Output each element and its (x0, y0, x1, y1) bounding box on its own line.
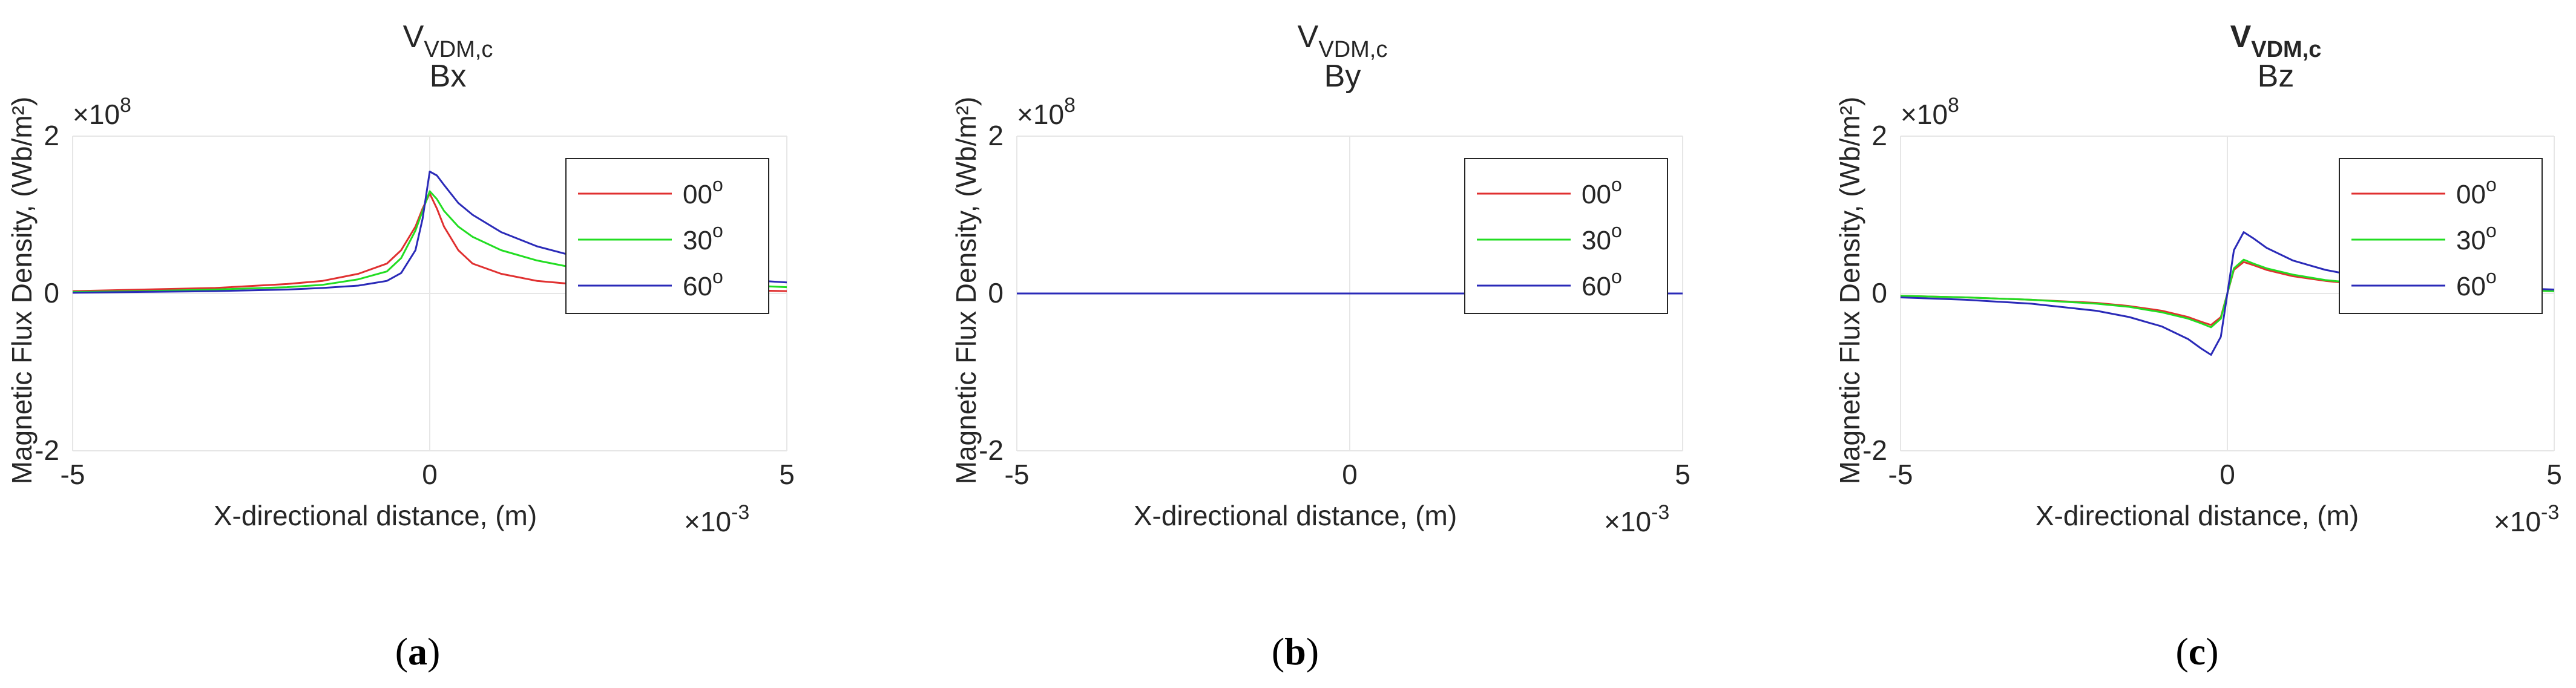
panel-b-y-exponent: ×108 (1017, 94, 1076, 130)
panel-c-title: VVDM,c (2230, 19, 2322, 62)
panel-b-legend: 00o 30o 60o (1464, 158, 1668, 314)
panel-c-xtick-mid: 0 (2220, 459, 2235, 490)
panel-b-title: VVDM,c (1298, 19, 1388, 62)
panel-c-ytick-mid: 0 (1871, 277, 1887, 309)
panel-a-y-exponent: ×108 (73, 94, 131, 130)
panel-c-legend-label-30: 30o (2456, 220, 2497, 255)
panel-c-legend-label-60: 60o (2456, 266, 2497, 301)
panel-c-y-exponent: ×108 (1901, 94, 1959, 130)
panel-a-subtitle: Bx (430, 59, 467, 94)
panel-b-legend-box (1464, 158, 1668, 314)
panel-c-xlabel: X-directional distance, (m) (2036, 500, 2359, 531)
panel-c: VVDM,c Bz 2 0 -2 ×108 -5 0 5 X-direction… (1834, 19, 2562, 673)
panel-a-series-30 (72, 190, 787, 293)
panel-c-legend: 00o 30o 60o (2339, 158, 2543, 314)
panel-a-series-60 (72, 171, 787, 294)
panel-c-caption: (c) (2175, 630, 2218, 673)
panel-a-legend-label-60: 60o (683, 266, 723, 301)
panel-a-caption: (a) (395, 630, 441, 673)
panel-b-ytick-top: 2 (988, 120, 1004, 151)
panel-a-x-exponent: ×10-3 (684, 501, 749, 537)
panel-b-ytick-mid: 0 (988, 277, 1004, 309)
panel-c-legend-label-00: 00o (2456, 174, 2497, 209)
panel-a-ylabel: Magnetic Flux Density, (Wb/m²) (6, 97, 38, 485)
panel-a-xtick-mid: 0 (422, 459, 438, 490)
panel-c-legend-box (2339, 158, 2543, 314)
panel-a: VVDM,c Bx 2 0 -2 ×108 -5 0 5 X-direction… (6, 19, 795, 673)
panel-c-ytick-top: 2 (1871, 120, 1887, 151)
panel-a-xlabel: X-directional distance, (m) (214, 500, 537, 531)
panel-b-xtick-right: 5 (1675, 459, 1690, 490)
panel-b-subtitle: By (1324, 59, 1361, 94)
panel-a-ytick-mid: 0 (44, 277, 59, 309)
panel-a-legend: 00o 30o 60o (565, 158, 769, 314)
panel-b-legend-label-30: 30o (1582, 220, 1622, 255)
panel-b-xlabel: X-directional distance, (m) (1134, 500, 1457, 531)
panel-b-xtick-left: -5 (1005, 459, 1030, 490)
panel-c-xtick-left: -5 (1888, 459, 1913, 490)
panel-a-xtick-left: -5 (61, 459, 85, 490)
panel-b-xtick-mid: 0 (1342, 459, 1358, 490)
panel-c-ytick-bottom: -2 (1862, 434, 1887, 466)
panel-a-xtick-right: 5 (779, 459, 795, 490)
panel-b-ytick-bottom: -2 (979, 434, 1004, 466)
panel-a-title: VVDM,c (403, 19, 493, 62)
panel-b-x-exponent: ×10-3 (1604, 501, 1669, 537)
panel-c-x-exponent: ×10-3 (2494, 501, 2559, 537)
panel-a-series-group (72, 171, 787, 294)
panel-c-xtick-right: 5 (2546, 459, 2562, 490)
panel-a-ytick-top: 2 (44, 120, 59, 151)
panel-a-ytick-bottom: -2 (34, 434, 59, 466)
panel-b-legend-label-00: 00o (1582, 174, 1622, 209)
panel-b-ylabel: Magnetic Flux Density, (Wb/m²) (950, 97, 982, 485)
panel-b-legend-label-60: 60o (1582, 266, 1622, 301)
panel-c-ylabel: Magnetic Flux Density, (Wb/m²) (1834, 97, 1865, 485)
panel-c-subtitle: Bz (2258, 59, 2295, 94)
panel-a-legend-box (565, 158, 769, 314)
panel-a-legend-label-30: 30o (683, 220, 723, 255)
panel-b: VVDM,c By 2 0 -2 ×108 -5 0 5 X-direction… (950, 19, 1690, 673)
panel-b-caption: (b) (1272, 630, 1319, 673)
panel-a-legend-label-00: 00o (683, 174, 723, 209)
